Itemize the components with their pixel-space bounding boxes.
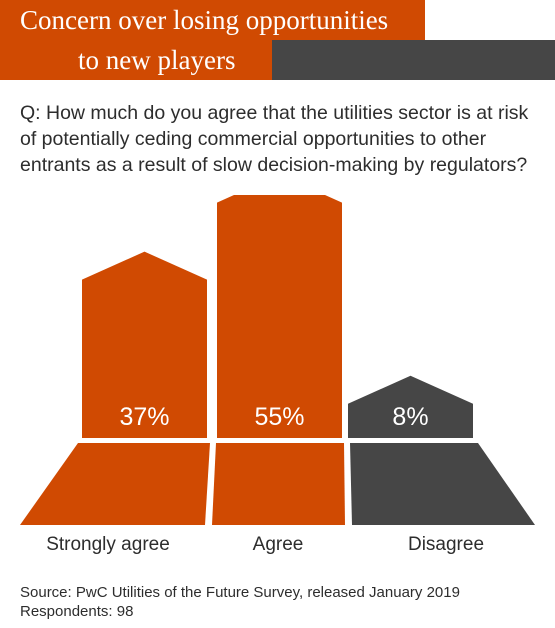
respondents-text: Respondents: 98 <box>20 603 134 620</box>
bar-strongly-agree <box>82 251 207 438</box>
bar-chart: 37% 55% 8% Strongly agree Agree Disagree <box>20 195 535 555</box>
data-label-agree: 55% <box>254 403 304 431</box>
bar-base-disagree <box>350 443 535 525</box>
title-block-bottom <box>0 40 272 80</box>
bar-base-agree <box>212 443 345 525</box>
data-label-disagree: 8% <box>392 403 428 431</box>
data-label-strongly-agree: 37% <box>119 403 169 431</box>
category-label-agree: Agree <box>253 534 304 555</box>
source-text: Source: PwC Utilities of the Future Surv… <box>20 584 460 601</box>
chart-title-line-1: Concern over losing opportunities <box>20 5 389 35</box>
title-block-top <box>0 0 425 40</box>
bar-disagree <box>348 375 473 438</box>
bar-base-strongly-agree <box>20 443 210 525</box>
category-label-strongly-agree: Strongly agree <box>46 534 170 555</box>
bar-agree <box>217 195 342 438</box>
chart-title-line-2: to new players <box>78 45 236 75</box>
category-label-disagree: Disagree <box>408 534 484 555</box>
source-note: Source: PwC Utilities of the Future Surv… <box>20 583 550 621</box>
survey-question: Q: How much do you agree that the utilit… <box>20 102 529 176</box>
title-banner: Concern over losing opportunities to new… <box>0 0 555 80</box>
